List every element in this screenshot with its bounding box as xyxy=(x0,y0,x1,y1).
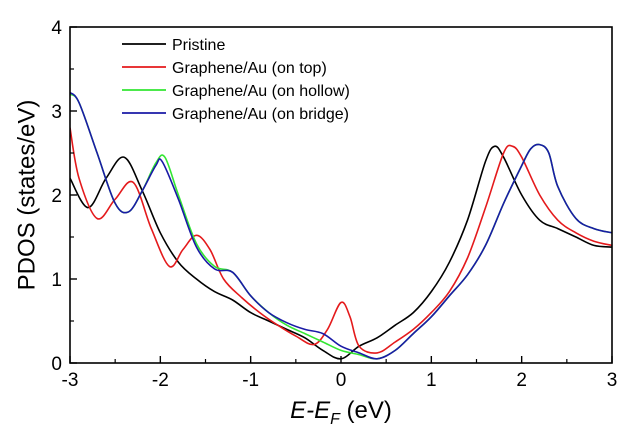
x-axis-title-suffix: (eV) xyxy=(340,397,392,424)
x-axis-title-prefix: E-E xyxy=(290,397,331,424)
x-tick-label: 1 xyxy=(426,370,437,391)
y-tick-label: 1 xyxy=(51,270,62,291)
x-tick-label: 2 xyxy=(516,370,527,391)
y-tick-label: 4 xyxy=(51,18,62,39)
y-tick-label: 3 xyxy=(51,102,62,123)
y-tick-label: 2 xyxy=(51,186,62,207)
series-line-2 xyxy=(70,127,612,354)
series-layer xyxy=(70,91,612,360)
x-tick-label: 3 xyxy=(607,370,618,391)
legend-label-3: Graphene/Au (on hollow) xyxy=(172,83,350,100)
x-axis-title: E-EF (eV) xyxy=(290,397,392,428)
x-tick-label: -1 xyxy=(242,370,259,391)
legend-label-2: Graphene/Au (on top) xyxy=(172,60,327,77)
x-tick-label: -3 xyxy=(62,370,79,391)
x-tick-label: 0 xyxy=(336,370,347,391)
series-line-4 xyxy=(70,91,612,360)
y-tick-label: 0 xyxy=(51,354,62,375)
legend-label-4: Graphene/Au (on bridge) xyxy=(172,106,349,123)
x-axis-title-subscript: F xyxy=(330,411,341,428)
y-axis: 0 1 2 3 4 xyxy=(51,18,77,375)
x-axis: -3 -2 -1 0 1 2 3 xyxy=(62,356,618,391)
legend-label-1: Pristine xyxy=(172,37,225,54)
y-axis-title: PDOS (states/eV) xyxy=(13,100,40,291)
plot-frame xyxy=(69,26,613,364)
legend: Pristine Graphene/Au (on top) Graphene/Au … xyxy=(122,37,350,123)
x-tick-label: -2 xyxy=(152,370,169,391)
